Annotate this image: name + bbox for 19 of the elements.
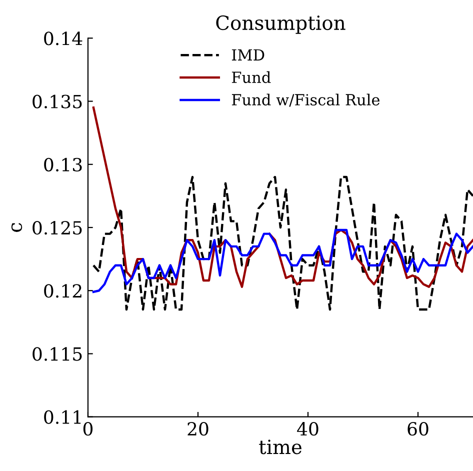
y-tick-label: 0.13 (44, 158, 82, 172)
y-tick-label: 0.135 (32, 94, 82, 108)
y-axis-title: c (11, 222, 22, 232)
x-tick-label: 60 (408, 422, 428, 436)
y-tick-label: 0.11 (44, 410, 81, 424)
chart-title: Consumption (216, 15, 346, 34)
y-tick-label: 0.12 (44, 284, 82, 298)
y-tick-label: 0.125 (32, 220, 82, 235)
y-tick-label: 0.14 (44, 32, 82, 46)
line-series (92, 176, 473, 311)
x-tick-label: 20 (188, 422, 208, 436)
y-tick-label: 0.115 (32, 347, 82, 361)
line-series (92, 228, 473, 293)
legend-label: Fund w/Fiscal Rule (232, 94, 380, 107)
legend-label: IMD (232, 49, 264, 60)
x-tick-label: 0 (83, 422, 93, 436)
x-axis-title: time (259, 440, 302, 454)
x-tick-label: 40 (297, 422, 318, 436)
legend-label: Fund (232, 71, 271, 84)
